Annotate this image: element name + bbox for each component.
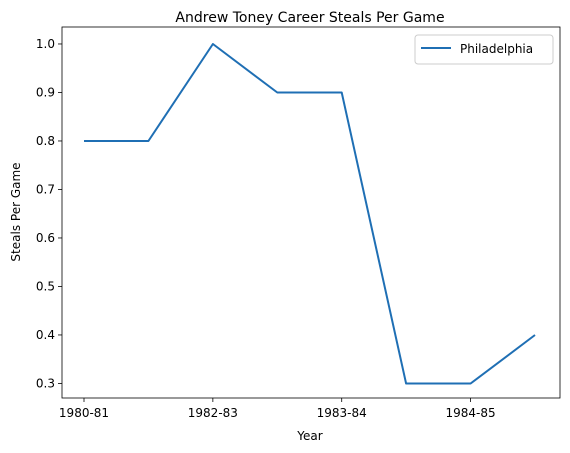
x-tick-label: 1984-85 [446, 406, 496, 420]
y-tick-label: 0.3 [36, 376, 55, 390]
y-axis-label: Steals Per Game [9, 162, 23, 261]
y-tick-label: 0.8 [36, 134, 55, 148]
y-tick-label: 0.9 [36, 85, 55, 99]
y-tick-label: 0.4 [36, 328, 55, 342]
y-tick-label: 0.7 [36, 182, 55, 196]
chart-title: Andrew Toney Career Steals Per Game [175, 10, 444, 26]
plot-frame [61, 26, 561, 399]
x-axis-label: Year [296, 429, 322, 443]
legend: Philadelphia [414, 34, 554, 65]
series-layer [84, 43, 536, 385]
x-tick-label: 1980-81 [59, 406, 109, 420]
y-axis: 0.3 0.4 0.5 0.6 0.7 0.8 0.9 1.0 [36, 37, 62, 390]
x-tick-label: 1983-84 [317, 406, 367, 420]
y-tick-label: 0.6 [36, 231, 55, 245]
y-tick-label: 0.5 [36, 279, 55, 293]
legend-box [414, 34, 554, 65]
x-tick-label: 1982-83 [188, 406, 238, 420]
legend-label-philadelphia: Philadelphia [460, 42, 533, 56]
series-line-philadelphia [84, 43, 536, 385]
y-tick-label: 1.0 [36, 37, 55, 51]
